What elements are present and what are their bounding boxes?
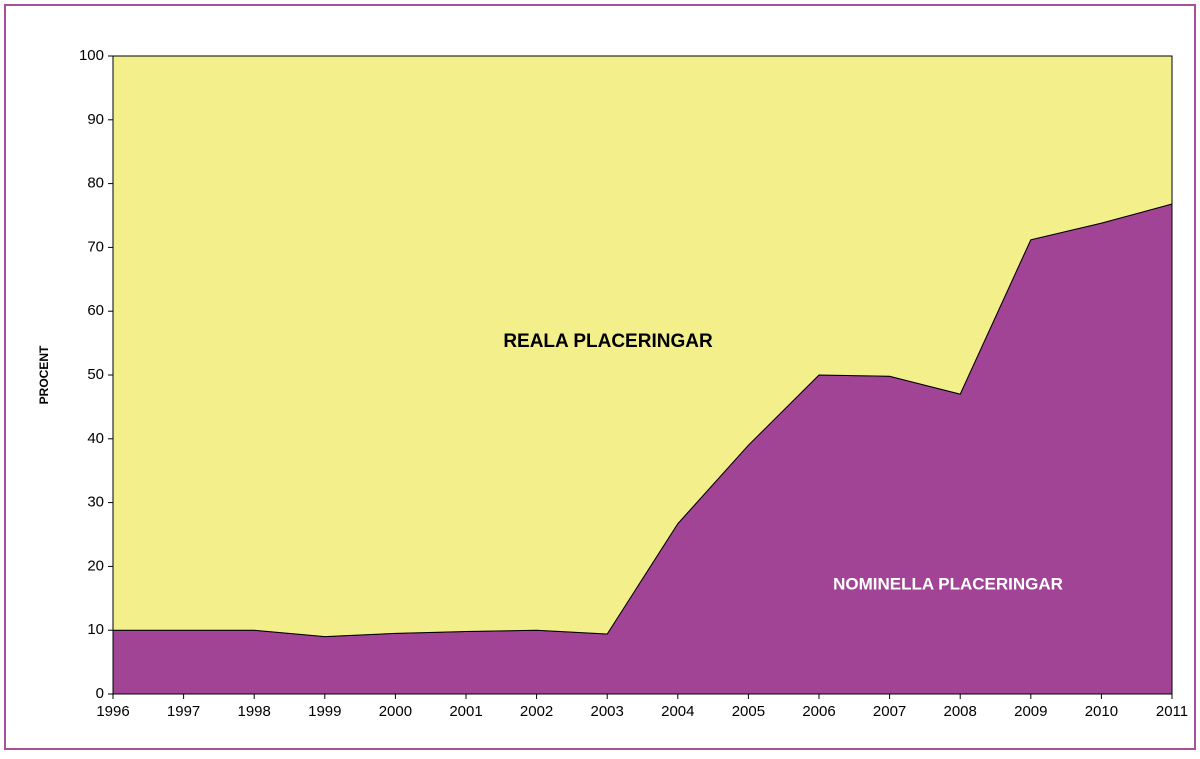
- x-tick-label: 1998: [238, 703, 271, 720]
- x-tick-label: 2011: [1156, 703, 1188, 720]
- x-tick-label: 2002: [520, 703, 553, 720]
- x-tick-label: 2004: [661, 703, 694, 720]
- x-tick-label: 2000: [379, 703, 412, 720]
- x-tick-label: 2005: [732, 703, 765, 720]
- y-tick-label: 70: [87, 238, 104, 255]
- y-tick-label: 10: [87, 621, 104, 638]
- area-label: NOMINELLA PLACERINGAR: [833, 574, 1063, 593]
- y-tick-label: 0: [96, 685, 104, 702]
- x-tick-label: 2009: [1014, 703, 1047, 720]
- y-tick-label: 30: [87, 494, 104, 511]
- x-tick-label: 2006: [802, 703, 835, 720]
- y-tick-label: 100: [79, 47, 104, 64]
- y-tick-label: 20: [87, 557, 104, 574]
- x-tick-label: 2010: [1085, 703, 1118, 720]
- x-tick-label: 2008: [944, 703, 977, 720]
- x-tick-label: 1999: [308, 703, 341, 720]
- y-tick-label: 80: [87, 175, 104, 192]
- x-tick-label: 1997: [167, 703, 200, 720]
- y-tick-label: 60: [87, 302, 104, 319]
- y-tick-label: 40: [87, 430, 104, 447]
- y-tick-label: 50: [87, 366, 104, 383]
- y-axis-label: PROCENT: [37, 345, 51, 404]
- y-tick-label: 90: [87, 111, 104, 128]
- area: [112, 55, 1173, 638]
- x-tick-label: 2007: [873, 703, 906, 720]
- x-tick-label: 2001: [449, 703, 482, 720]
- area-label: REALA PLACERINGAR: [503, 331, 713, 352]
- x-tick-label: 2003: [591, 703, 624, 720]
- x-tick-label: 1996: [96, 703, 129, 720]
